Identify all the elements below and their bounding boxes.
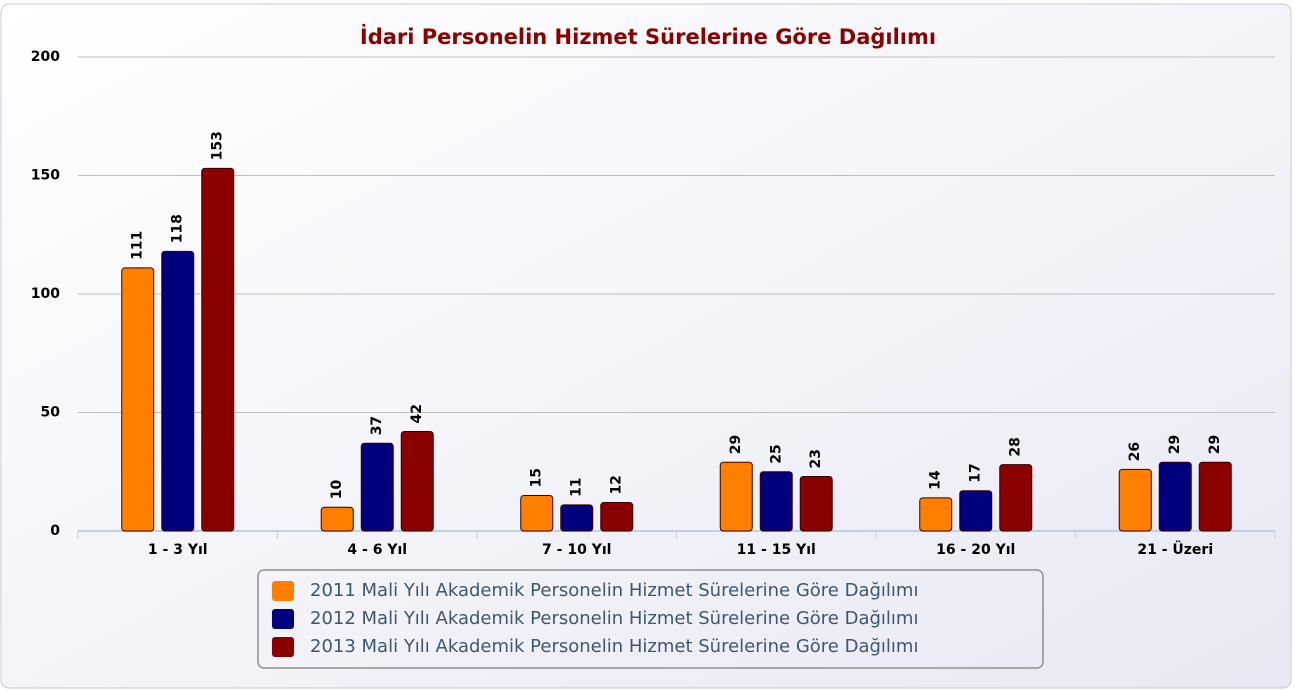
legend-swatch <box>272 581 294 601</box>
bar <box>600 502 634 532</box>
x-tick-label: 7 - 10 Yıl <box>542 542 611 558</box>
bar <box>959 490 993 532</box>
legend-label: 2013 Mali Yılı Akademik Personelin Hizme… <box>310 636 918 657</box>
x-tick-label: 4 - 6 Yıl <box>347 542 407 558</box>
y-tick-label: 100 <box>31 286 60 302</box>
data-label: 111 <box>130 231 146 260</box>
data-label: 26 <box>1127 442 1143 461</box>
data-label: 28 <box>1008 437 1024 456</box>
x-tick-label: 1 - 3 Yıl <box>148 542 208 558</box>
bar <box>919 497 953 532</box>
bar <box>759 471 793 532</box>
x-tick-label: 21 - Üzeri <box>1137 540 1213 558</box>
bar <box>560 504 594 532</box>
data-label: 12 <box>609 475 625 494</box>
x-tick-label: 16 - 20 Yıl <box>936 542 1015 558</box>
data-label: 42 <box>409 404 425 423</box>
data-label: 23 <box>808 449 824 468</box>
data-label: 29 <box>1167 435 1183 454</box>
bar <box>520 494 554 532</box>
data-label: 29 <box>728 435 744 454</box>
data-label: 10 <box>329 480 345 500</box>
data-label: 153 <box>210 131 226 160</box>
bar <box>320 506 354 532</box>
bar <box>799 475 833 532</box>
data-label: 29 <box>1207 435 1223 454</box>
y-tick-label: 0 <box>50 523 60 539</box>
bar <box>719 461 753 532</box>
legend-label: 2011 Mali Yılı Akademik Personelin Hizme… <box>310 580 918 601</box>
legend-swatch <box>272 637 294 657</box>
data-label: 17 <box>968 463 984 482</box>
data-label: 37 <box>369 416 385 435</box>
chart-title: İdari Personelin Hizmet Sürelerine Göre … <box>360 24 936 49</box>
legend-box <box>257 569 1044 669</box>
bar <box>161 250 195 532</box>
data-label: 15 <box>529 468 545 487</box>
data-label: 118 <box>170 214 186 243</box>
bar <box>201 167 235 532</box>
legend-swatch <box>272 609 294 629</box>
y-tick-label: 150 <box>31 168 60 184</box>
bar <box>121 267 155 532</box>
bar <box>360 442 394 532</box>
bar <box>1158 461 1192 532</box>
legend-label: 2012 Mali Yılı Akademik Personelin Hizme… <box>310 608 918 629</box>
data-label: 11 <box>569 477 585 496</box>
y-tick-label: 50 <box>41 405 61 421</box>
bar <box>1118 468 1152 532</box>
bar <box>999 464 1033 532</box>
data-label: 25 <box>768 444 784 463</box>
bar <box>1198 461 1232 532</box>
bar <box>400 430 434 532</box>
data-label: 14 <box>928 470 944 490</box>
y-tick-label: 200 <box>31 49 60 65</box>
x-tick-label: 11 - 15 Yıl <box>737 542 816 558</box>
